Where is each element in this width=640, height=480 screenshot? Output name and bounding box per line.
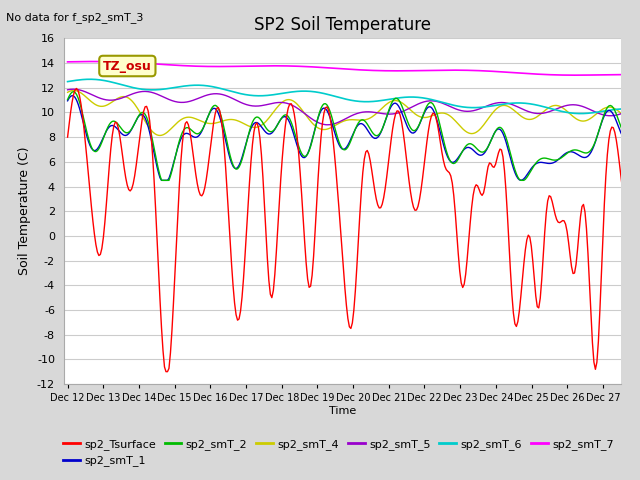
X-axis label: Time: Time <box>329 406 356 416</box>
Title: SP2 Soil Temperature: SP2 Soil Temperature <box>254 16 431 34</box>
Text: TZ_osu: TZ_osu <box>103 60 152 72</box>
Legend: sp2_Tsurface, sp2_smT_1, sp2_smT_2, sp2_smT_4, sp2_smT_5, sp2_smT_6, sp2_smT_7: sp2_Tsurface, sp2_smT_1, sp2_smT_2, sp2_… <box>58 434 618 471</box>
Text: No data for f_sp2_smT_3: No data for f_sp2_smT_3 <box>6 12 144 23</box>
Y-axis label: Soil Temperature (C): Soil Temperature (C) <box>19 147 31 276</box>
